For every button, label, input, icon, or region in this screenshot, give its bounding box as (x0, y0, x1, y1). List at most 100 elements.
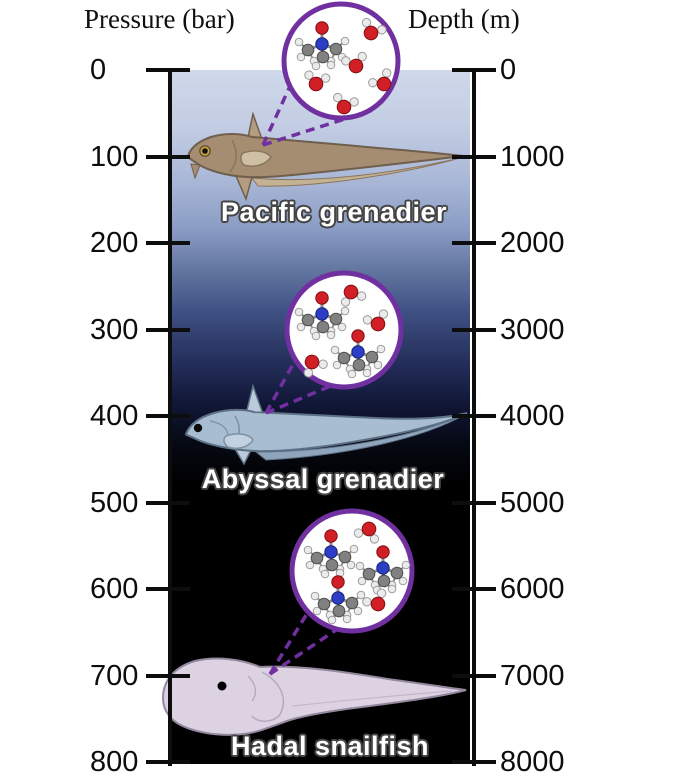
atom (361, 521, 377, 537)
water-molecule-icon (341, 51, 367, 74)
atom (342, 614, 352, 624)
atom (311, 61, 321, 71)
atom (362, 368, 372, 378)
atom (343, 284, 359, 300)
head-line (209, 420, 229, 437)
atom (346, 560, 356, 570)
atom (387, 584, 397, 594)
atom (327, 615, 337, 625)
atom (345, 596, 359, 610)
atom (341, 56, 351, 66)
callout-dashed-line (261, 83, 293, 146)
atom (357, 576, 367, 586)
atom (317, 597, 331, 611)
callout-dashed-line (268, 611, 310, 675)
abyssal-grenadier-label: Abyssal grenadier (201, 464, 445, 494)
gill-outline (247, 675, 257, 702)
atom (357, 51, 367, 62)
pectoral-fin (223, 433, 254, 450)
atom (315, 307, 329, 321)
pectoral-fin (240, 150, 272, 167)
water-molecule-icon (361, 17, 387, 41)
pelvic-fin (234, 175, 253, 202)
abyssal-grenadier-illustration (184, 383, 468, 466)
atom (362, 597, 372, 607)
atom (356, 291, 367, 301)
atom (315, 21, 329, 35)
atom (304, 70, 314, 80)
fish-body (184, 408, 468, 453)
atom (303, 368, 314, 378)
atom (376, 545, 390, 559)
atom (337, 322, 347, 332)
atom (324, 545, 338, 559)
depth-axis-title: Depth (m) (408, 4, 520, 34)
atom (351, 329, 365, 343)
atom (340, 297, 351, 307)
callout-dashed-line (269, 628, 337, 676)
pressure-axis-title: Pressure (bar) (84, 4, 235, 34)
atom (353, 528, 364, 538)
atom (301, 43, 315, 57)
atom (349, 97, 359, 107)
atom (401, 560, 411, 570)
atom (296, 52, 306, 62)
water-molecule-icon (362, 309, 389, 332)
hadal-snailfish-illustration (161, 657, 467, 736)
atom (310, 591, 320, 601)
fish-body (186, 133, 464, 179)
callout-dashed-line (264, 358, 298, 414)
water-molecule-icon (340, 284, 367, 307)
atom (311, 331, 321, 341)
atom (294, 307, 304, 317)
atom (340, 306, 350, 316)
atom (377, 574, 391, 588)
callout-dashed-line (265, 383, 334, 415)
tmao-molecule-icon (294, 21, 350, 71)
atom (326, 60, 336, 70)
atom (320, 569, 330, 579)
atom (338, 550, 352, 564)
atom (362, 315, 373, 325)
atom (362, 567, 376, 581)
atom (381, 68, 392, 78)
atom (349, 544, 359, 554)
tmao-molecule-icon (310, 575, 366, 625)
atom (368, 78, 378, 88)
atom (378, 309, 389, 319)
atom (390, 566, 404, 580)
atom (312, 606, 322, 616)
atom (320, 73, 331, 83)
atom (377, 25, 387, 35)
atom (336, 99, 352, 115)
atom (355, 561, 365, 571)
atom (316, 50, 330, 64)
atom (348, 58, 364, 74)
atom (370, 596, 386, 612)
atom (303, 545, 313, 555)
tmao-molecule-icon (355, 545, 411, 595)
atom (316, 320, 330, 334)
pupil (202, 148, 208, 154)
atom (363, 25, 379, 41)
atom (315, 291, 329, 305)
atom (326, 330, 336, 340)
atom (331, 591, 345, 605)
atom (347, 369, 357, 379)
atom (304, 354, 320, 370)
pectoral-fin-outline (251, 671, 284, 722)
atom (333, 92, 343, 103)
atom (318, 359, 328, 369)
tmao-molecule-icon (303, 529, 359, 579)
water-molecule-icon (333, 92, 359, 115)
atom (356, 590, 366, 600)
atom (332, 360, 342, 370)
atom (301, 313, 315, 327)
water-molecule-icon (304, 70, 331, 92)
atom (305, 560, 315, 570)
atom (376, 561, 390, 575)
atom (337, 351, 351, 365)
atom (369, 534, 380, 544)
atom (340, 36, 350, 46)
